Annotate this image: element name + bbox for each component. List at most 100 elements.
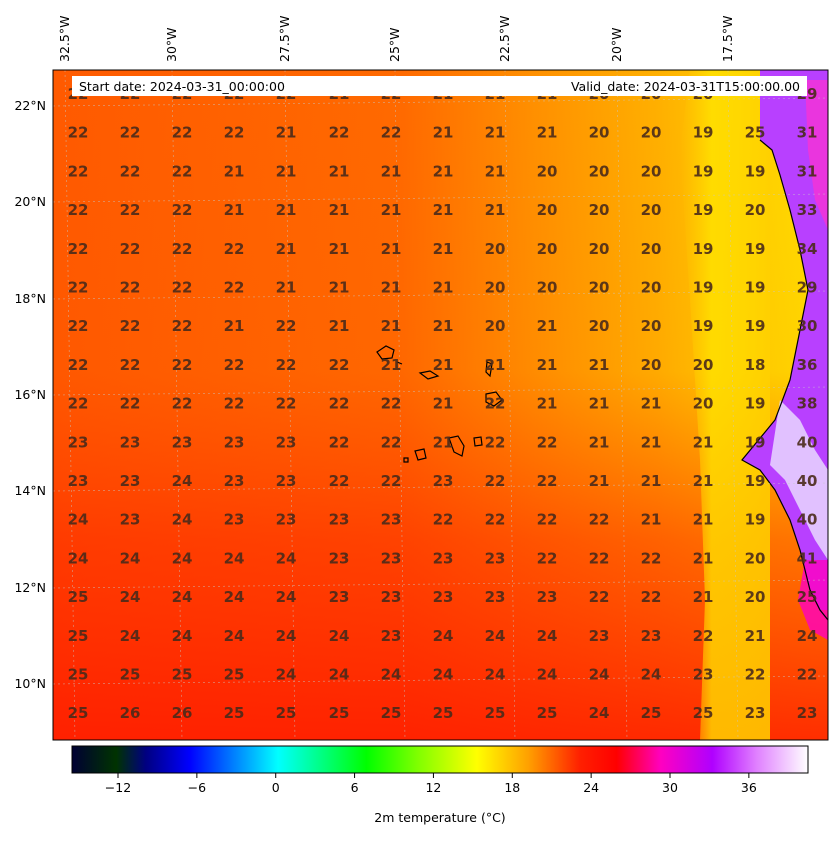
temperature-value: 20: [589, 162, 610, 180]
latitude-label: 12°N: [14, 580, 46, 595]
colorbar-tick-label: −6: [188, 780, 206, 795]
temperature-value: 20: [537, 240, 558, 258]
temperature-value: 21: [329, 201, 350, 219]
temperature-value: 23: [276, 511, 297, 529]
temperature-value: 22: [120, 201, 141, 219]
temperature-value: 21: [276, 279, 297, 297]
longitude-label: 22.5°W: [497, 16, 512, 62]
temperature-value: 21: [537, 356, 558, 374]
temperature-value: 23: [537, 588, 558, 606]
temperature-value: 23: [224, 433, 245, 451]
colorbar-tick-label: 18: [504, 780, 520, 795]
temperature-value: 19: [693, 124, 714, 142]
temperature-value: 20: [641, 279, 662, 297]
temperature-value: 23: [68, 433, 89, 451]
temperature-value: 22: [797, 666, 818, 684]
temperature-value: 20: [641, 124, 662, 142]
temperature-value: 22: [68, 201, 89, 219]
temperature-value: 21: [433, 317, 454, 335]
latitude-label: 14°N: [14, 483, 46, 498]
temperature-value: 20: [485, 279, 506, 297]
temperature-value: 20: [745, 201, 766, 219]
temperature-value: 23: [120, 511, 141, 529]
temperature-value: 30: [797, 317, 818, 335]
temperature-value: 25: [120, 666, 141, 684]
temperature-value: 24: [537, 666, 558, 684]
temperature-value: 21: [433, 279, 454, 297]
temperature-value: 20: [485, 240, 506, 258]
temperature-value: 24: [329, 627, 350, 645]
temperature-value: 22: [537, 472, 558, 490]
temperature-value: 22: [329, 395, 350, 413]
temperature-value: 22: [120, 240, 141, 258]
temperature-value: 23: [485, 588, 506, 606]
temperature-value: 20: [641, 201, 662, 219]
temperature-value: 19: [745, 395, 766, 413]
colorbar-tick-label: 12: [425, 780, 441, 795]
temperature-value: 25: [797, 588, 818, 606]
temperature-value: 24: [68, 511, 89, 529]
temperature-value: 23: [329, 549, 350, 567]
temperature-value: 20: [537, 162, 558, 180]
temperature-value: 22: [433, 511, 454, 529]
temperature-value: 21: [224, 201, 245, 219]
temperature-value: 22: [120, 317, 141, 335]
temperature-value: 19: [745, 162, 766, 180]
temperature-value: 21: [641, 511, 662, 529]
temperature-value: 24: [276, 627, 297, 645]
temperature-value: 24: [172, 549, 193, 567]
latitude-label: 10°N: [14, 676, 46, 691]
temperature-value: 23: [433, 549, 454, 567]
temperature-value: 24: [120, 627, 141, 645]
temperature-value: 22: [329, 356, 350, 374]
temperature-value: 21: [693, 511, 714, 529]
temperature-value: 22: [68, 395, 89, 413]
temperature-value: 21: [589, 433, 610, 451]
temperature-value: 21: [224, 162, 245, 180]
longitude-label: 30°W: [164, 27, 179, 62]
temperature-value: 31: [797, 162, 818, 180]
temperature-value: 22: [172, 240, 193, 258]
temperature-value: 24: [485, 627, 506, 645]
temperature-value: 22: [485, 472, 506, 490]
longitude-labels: 32.5°W 30°W 27.5°W 25°W 22.5°W 20°W 17.5°W: [57, 16, 735, 62]
colorbar-tick-label: 6: [351, 780, 359, 795]
temperature-value: 21: [485, 201, 506, 219]
temperature-value: 33: [797, 201, 818, 219]
temperature-value: 21: [589, 356, 610, 374]
temperature-value: 20: [641, 240, 662, 258]
temperature-value: 22: [120, 162, 141, 180]
temperature-value: 25: [68, 588, 89, 606]
temperature-value: 21: [381, 201, 402, 219]
temperature-value: 21: [693, 472, 714, 490]
temperature-value: 23: [276, 472, 297, 490]
temperature-value: 21: [693, 433, 714, 451]
longitude-label: 27.5°W: [277, 16, 292, 62]
temperature-value: 25: [276, 704, 297, 722]
temperature-value: 23: [329, 588, 350, 606]
temperature-value: 22: [329, 472, 350, 490]
temperature-value: 24: [433, 666, 454, 684]
temperature-value: 24: [381, 666, 402, 684]
grid-values: 22 22 22 22 22 21 22 21 21 21 20 20 20 29 22 22 22 22 21 22…: [68, 85, 818, 722]
temperature-value: 22: [381, 395, 402, 413]
temperature-value: 22: [276, 395, 297, 413]
temperature-value: 22: [172, 201, 193, 219]
temperature-value: 22: [329, 124, 350, 142]
temperature-value: 21: [433, 201, 454, 219]
temperature-value: 38: [797, 395, 818, 413]
temperature-value: 22: [68, 356, 89, 374]
temperature-value: 22: [120, 124, 141, 142]
temperature-value: 24: [276, 666, 297, 684]
temperature-value: 23: [120, 472, 141, 490]
temperature-value: 20: [745, 549, 766, 567]
temperature-value: 24: [797, 627, 818, 645]
temperature-value: 23: [381, 627, 402, 645]
graticule: [53, 70, 828, 740]
temperature-value: 20: [537, 279, 558, 297]
latitude-label: 18°N: [14, 291, 46, 306]
temperature-value: 21: [329, 162, 350, 180]
temperature-value: 24: [120, 549, 141, 567]
temperature-value: 23: [433, 472, 454, 490]
